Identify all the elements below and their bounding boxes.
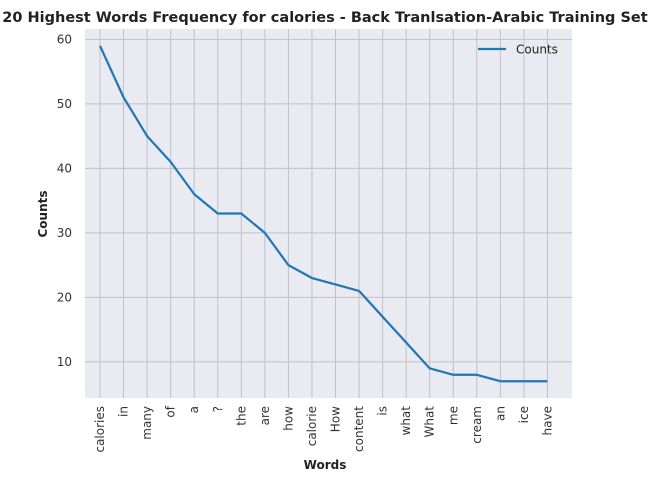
x-tick-label: is [376, 406, 390, 416]
x-tick-label: how [281, 406, 295, 431]
x-tick-label: ice [517, 406, 531, 423]
x-tick-label: in [117, 406, 131, 417]
chart-title: 20 Highest Words Frequency for calories … [2, 10, 647, 26]
x-tick-label: of [164, 405, 178, 417]
y-tick-label: 10 [57, 355, 72, 369]
x-tick-label: ? [211, 406, 225, 412]
x-tick-label: cream [470, 406, 484, 444]
y-tick-label: 30 [57, 226, 72, 240]
legend-label: Counts [516, 43, 558, 57]
legend: Counts [478, 43, 558, 57]
x-tick-label: an [493, 406, 507, 421]
x-tick-label: a [187, 406, 201, 413]
x-tick-label: calories [93, 406, 107, 453]
y-axis-label: Counts [36, 190, 50, 237]
x-tick-label: what [399, 406, 413, 436]
x-tick-label: have [540, 406, 554, 435]
x-tick-label: How [329, 406, 343, 432]
y-tick-label: 40 [57, 161, 72, 175]
x-tick-label: are [258, 406, 272, 425]
x-axis-label: Words [304, 458, 347, 472]
x-tick-label: calorie [305, 406, 319, 446]
series-line-counts [98, 45, 548, 383]
x-tick-label: What [423, 406, 437, 438]
x-tick-label: many [140, 406, 154, 440]
x-tick-label: content [352, 406, 366, 452]
y-tick-label: 60 [57, 32, 72, 46]
y-tick-labels: 10 20 30 40 50 60 [57, 32, 72, 369]
plot-area [85, 29, 572, 398]
x-tick-label: the [234, 406, 248, 426]
y-tick-label: 20 [57, 290, 72, 304]
y-tick-label: 50 [57, 97, 72, 111]
x-tick-labels: calories in many of a? the are how calorie How con… [93, 405, 554, 452]
x-tick-label: me [446, 406, 460, 425]
